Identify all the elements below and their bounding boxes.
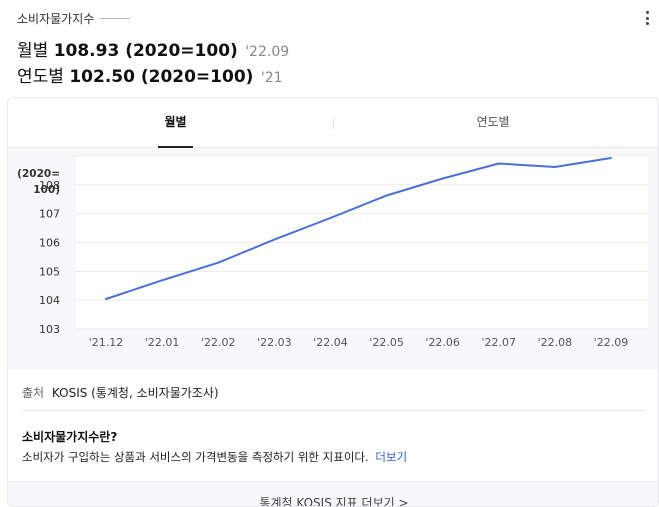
y-tick-label: 105 bbox=[39, 265, 60, 278]
x-tick-label: '22.06 bbox=[425, 336, 460, 349]
yearly-stat-date: '21 bbox=[261, 70, 283, 86]
source-text: KOSIS (통계청, 소비자물가조사) bbox=[52, 386, 219, 400]
x-tick-label: '22.08 bbox=[538, 336, 573, 349]
yearly-stat: 연도별 102.50 (2020=100) '21 bbox=[17, 62, 283, 87]
source: 출처 KOSIS (통계청, 소비자물가조사) bbox=[22, 384, 219, 401]
tab-monthly[interactable]: 월별 bbox=[158, 98, 193, 147]
definition-title: 소비자물가지수란? bbox=[22, 428, 117, 445]
more-link[interactable]: 더보기 bbox=[375, 450, 407, 464]
x-tick-label: '22.05 bbox=[369, 336, 404, 349]
x-tick-label: '22.03 bbox=[257, 336, 292, 349]
tab-monthly-label: 월별 bbox=[164, 115, 186, 129]
monthly-stat-date: '22.09 bbox=[245, 44, 289, 60]
source-label: 출처 bbox=[22, 386, 44, 400]
y-axis-label-line1: (2020= bbox=[17, 168, 60, 180]
y-axis-label-line2: 100) bbox=[33, 184, 60, 196]
definition-text: 소비자가 구입하는 상품과 서비스의 가격변동을 측정하기 위한 지표이다. 더… bbox=[22, 449, 407, 465]
tab-yearly-label: 연도별 bbox=[476, 115, 509, 129]
tab-divider bbox=[333, 117, 334, 129]
tab-bar: 월별 연도별 bbox=[8, 98, 659, 148]
monthly-stat-label: 월별 bbox=[17, 41, 48, 61]
x-tick-label: '22.09 bbox=[594, 336, 629, 349]
y-tick-label: 104 bbox=[39, 294, 60, 307]
kicker-line bbox=[100, 18, 130, 19]
kicker: 소비자물가지수 bbox=[17, 10, 130, 27]
x-tick-label: '22.04 bbox=[313, 336, 348, 349]
x-tick-label: '21.12 bbox=[89, 336, 124, 349]
monthly-stat: 월별 108.93 (2020=100) '22.09 bbox=[17, 36, 289, 61]
y-tick-label: 103 bbox=[39, 323, 60, 336]
y-tick-label: 107 bbox=[39, 208, 60, 221]
monthly-stat-value: 108.93 (2020=100) bbox=[54, 41, 238, 61]
kosis-link[interactable]: 통계청 KOSIS 지표 더보기 > bbox=[8, 494, 659, 507]
yearly-stat-label: 연도별 bbox=[17, 67, 64, 87]
x-tick-label: '22.07 bbox=[482, 336, 517, 349]
y-tick-label: 106 bbox=[39, 237, 60, 250]
kicker-text: 소비자물가지수 bbox=[17, 10, 94, 27]
tab-yearly[interactable]: 연도별 bbox=[468, 98, 518, 147]
x-tick-label: '22.02 bbox=[201, 336, 236, 349]
line-chart: 103104105106107108(2020=100)'21.12'22.01… bbox=[8, 148, 659, 370]
x-tick-label: '22.01 bbox=[145, 336, 180, 349]
yearly-stat-value: 102.50 (2020=100) bbox=[69, 67, 253, 87]
more-options-icon[interactable] bbox=[641, 8, 653, 28]
divider bbox=[22, 410, 646, 411]
definition-description: 소비자가 구입하는 상품과 서비스의 가격변동을 측정하기 위한 지표이다. bbox=[22, 450, 369, 464]
